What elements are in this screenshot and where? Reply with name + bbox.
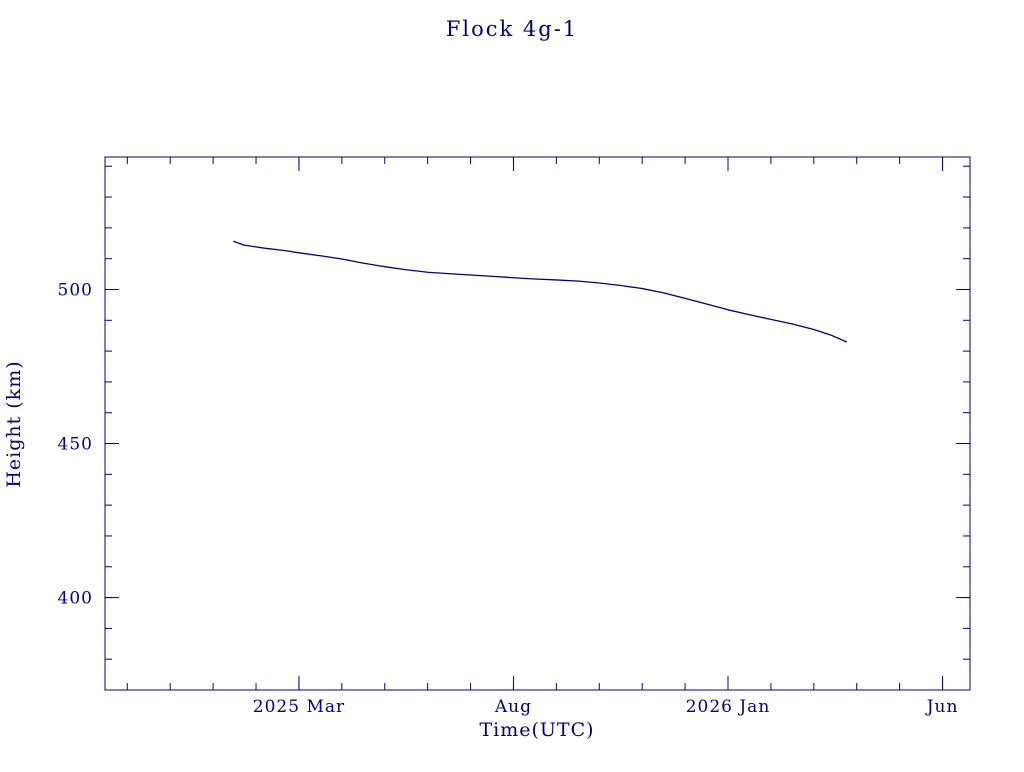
y-tick-label: 500 bbox=[58, 280, 93, 300]
x-tick-label: Jun bbox=[925, 697, 959, 717]
plot-area: 2025 Mar Aug 2026 Jan Jun 400 450 500 bbox=[58, 156, 971, 717]
x-minor-ticks bbox=[126, 157, 944, 690]
x-tick-label: Aug bbox=[494, 697, 532, 717]
y-tick-label: 450 bbox=[58, 435, 93, 455]
y-minor-ticks bbox=[105, 165, 970, 691]
x-tick-label: 2026 Jan bbox=[686, 697, 771, 717]
x-major-ticks bbox=[298, 157, 944, 690]
x-axis-label: Time(UTC) bbox=[479, 719, 594, 741]
x-tick-label: 2025 Mar bbox=[253, 697, 345, 717]
height-data-line bbox=[233, 240, 848, 343]
plot-frame bbox=[104, 156, 971, 691]
y-tick-label: 400 bbox=[58, 589, 93, 609]
y-axis-label: Height (km) bbox=[3, 360, 25, 487]
y-major-ticks bbox=[105, 288, 970, 599]
chart-title: Flock 4g-1 bbox=[446, 17, 578, 41]
